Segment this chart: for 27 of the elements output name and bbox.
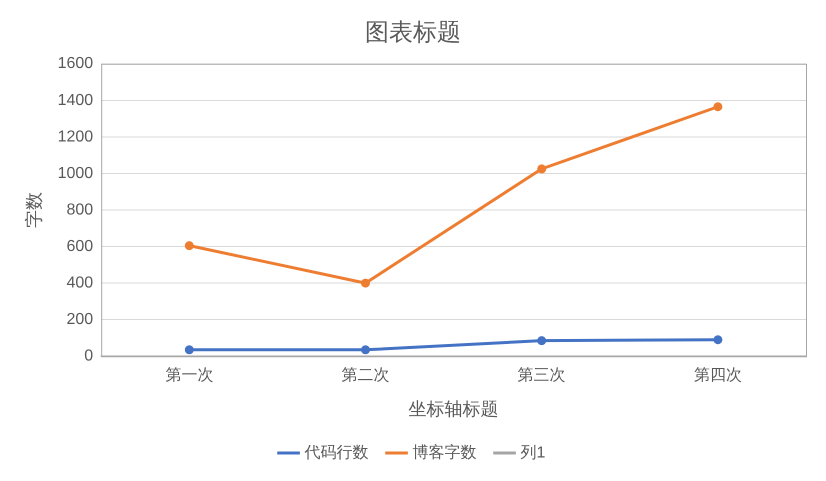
y-tick-label: 1200 bbox=[58, 128, 94, 146]
y-tick-label: 200 bbox=[66, 311, 94, 328]
point bbox=[360, 278, 370, 288]
y-tick-label: 1400 bbox=[58, 92, 94, 109]
point bbox=[713, 102, 722, 112]
y-tick-label: 800 bbox=[66, 201, 94, 218]
y-tick-label: 1000 bbox=[58, 164, 94, 182]
x-tick-label: 第二次 bbox=[341, 367, 390, 384]
point bbox=[537, 336, 546, 346]
x-tick-label: 第四次 bbox=[694, 367, 742, 384]
point bbox=[713, 335, 722, 344]
x-axis-title: 坐标轴标题 bbox=[408, 399, 499, 420]
x-tick-label: 第一次 bbox=[165, 367, 214, 384]
y-tick-label: 1600 bbox=[58, 55, 94, 72]
chart-title: 图表标题 bbox=[365, 19, 461, 46]
y-tick-label: 600 bbox=[66, 238, 94, 255]
point bbox=[184, 345, 194, 354]
legend-label: 博客字数 bbox=[412, 443, 477, 462]
legend-label: 列1 bbox=[520, 444, 546, 462]
legend-label: 代码行数 bbox=[304, 444, 369, 462]
y-tick-label: 0 bbox=[84, 348, 94, 365]
y-axis-title: 字数 bbox=[24, 192, 44, 228]
y-tick-label: 400 bbox=[66, 274, 94, 292]
point bbox=[360, 345, 370, 354]
point bbox=[537, 164, 546, 174]
x-tick-label: 第三次 bbox=[518, 367, 566, 384]
point bbox=[184, 241, 194, 250]
